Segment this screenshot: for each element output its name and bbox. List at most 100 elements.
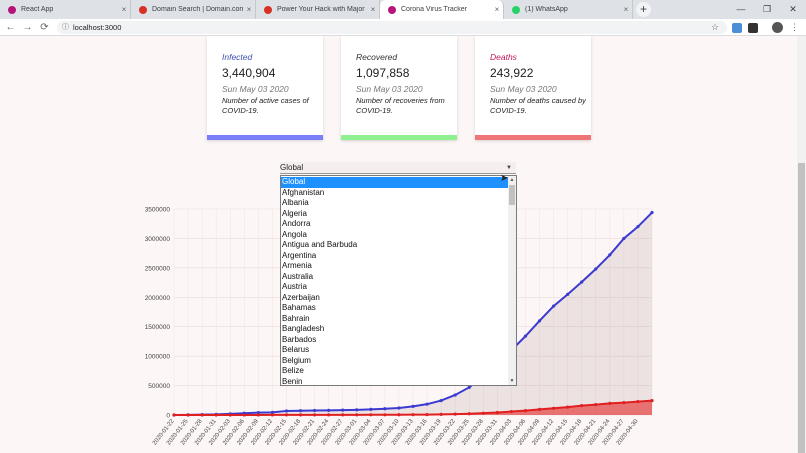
data-point: [327, 408, 331, 412]
minimize-button[interactable]: —: [736, 4, 746, 14]
series-area: [174, 400, 652, 415]
maximize-button[interactable]: ❐: [762, 4, 772, 14]
close-icon[interactable]: ×: [121, 5, 127, 14]
country-option[interactable]: Antigua and Barbuda: [282, 240, 358, 249]
data-point: [439, 398, 443, 403]
data-point: [383, 407, 387, 411]
page-scrollbar[interactable]: [797, 36, 806, 453]
country-option[interactable]: Angola: [282, 229, 307, 239]
data-point: [622, 400, 626, 405]
country-option[interactable]: Armenia: [282, 261, 312, 270]
card-accent-bar: [341, 135, 457, 140]
react-app-favicon-icon: [8, 5, 16, 14]
tab-label: Corona Virus Tracker: [401, 6, 468, 13]
dropdown-scroll-thumb[interactable]: [509, 185, 515, 205]
country-option[interactable]: Barbados: [282, 334, 317, 344]
data-point: [537, 407, 542, 411]
card-value: 1,097,858: [356, 66, 410, 80]
data-point: [172, 413, 176, 417]
card-title: Recovered: [356, 52, 398, 62]
country-option[interactable]: Azerbaijan: [282, 292, 320, 302]
data-point: [355, 413, 359, 417]
country-option[interactable]: Afghanistan: [282, 187, 325, 197]
country-option[interactable]: Albania: [282, 198, 309, 207]
back-button[interactable]: ←: [5, 22, 16, 33]
profile-avatar-icon[interactable]: [772, 22, 783, 33]
info-icon[interactable]: ⓘ: [62, 24, 69, 31]
page-scroll-thumb[interactable]: [798, 163, 805, 453]
tab-domain-search[interactable]: Domain Search | Domain.com ×: [131, 0, 256, 19]
data-point: [298, 409, 303, 413]
card-description: Number of recoveries from COVID-19.: [356, 96, 445, 115]
tab-whatsapp[interactable]: (1) WhatsApp ×: [504, 0, 633, 19]
extension-shield-icon[interactable]: [748, 23, 758, 33]
country-option[interactable]: Andorra: [282, 219, 311, 228]
country-option[interactable]: Argentina: [282, 250, 317, 260]
tab-power-your-hack[interactable]: Power Your Hack with Major Lea ×: [256, 0, 380, 19]
mouse-cursor-icon: ➤: [500, 173, 509, 184]
country-select[interactable]: Global ▼: [280, 162, 516, 174]
country-option[interactable]: Bangladesh: [282, 324, 325, 333]
data-point: [453, 412, 457, 416]
country-option[interactable]: Algeria: [282, 208, 307, 218]
close-icon[interactable]: ×: [494, 5, 500, 14]
y-tick-label: 3000000: [145, 236, 171, 243]
close-icon[interactable]: ×: [246, 5, 252, 14]
browser-menu-icon[interactable]: ⋮: [790, 22, 799, 32]
data-point: [439, 412, 443, 417]
scroll-up-icon[interactable]: ▲: [509, 177, 515, 183]
data-point: [537, 319, 542, 323]
country-option[interactable]: Belgium: [282, 355, 311, 365]
country-option[interactable]: Belize: [282, 366, 304, 375]
data-point: [650, 399, 654, 403]
tab-react-app[interactable]: React App ×: [0, 0, 131, 19]
country-option[interactable]: Australia: [282, 271, 314, 281]
country-option[interactable]: Bahrain: [282, 313, 310, 323]
data-point: [284, 409, 289, 413]
new-tab-button[interactable]: +: [636, 2, 651, 17]
country-option[interactable]: Benin: [282, 376, 303, 386]
tab-label: (1) WhatsApp: [525, 6, 568, 13]
data-point: [383, 413, 387, 417]
deaths-card: Deaths 243,922 Sun May 03 2020 Number of…: [475, 36, 591, 140]
tab-label: React App: [21, 6, 54, 13]
domain-favicon-icon: [139, 5, 147, 14]
extension-icon[interactable]: [732, 23, 742, 33]
tab-corona-virus-tracker[interactable]: Corona Virus Tracker ×: [380, 0, 504, 19]
country-option[interactable]: Austria: [282, 282, 307, 291]
country-select-value: Global: [280, 163, 304, 172]
address-bar[interactable]: ⓘ localhost:3000: [57, 21, 727, 34]
data-point: [608, 401, 612, 406]
data-point: [369, 413, 373, 417]
data-point: [467, 412, 471, 416]
window-close-button[interactable]: ✕: [789, 4, 797, 14]
data-point: [270, 413, 275, 417]
data-point: [425, 412, 429, 417]
data-point: [411, 413, 415, 417]
forward-button[interactable]: →: [22, 22, 33, 33]
data-point: [214, 413, 218, 417]
bookmark-star-icon[interactable]: ☆: [711, 22, 720, 32]
close-icon[interactable]: ×: [623, 5, 629, 14]
country-dropdown-list[interactable]: Benin Belize Belgium Belarus Barbados Banglad…: [280, 175, 517, 386]
data-point: [228, 413, 232, 417]
card-date: Sun May 03 2020: [222, 84, 289, 94]
close-icon[interactable]: ×: [370, 5, 376, 14]
y-tick-label: 500000: [148, 383, 170, 390]
data-point: [453, 393, 457, 397]
tab-bar: React App × Domain Search | Domain.com ×…: [0, 0, 806, 19]
data-point: [551, 304, 556, 308]
y-tick-label: 2000000: [145, 295, 171, 302]
country-option[interactable]: Global: [281, 177, 509, 188]
reload-button[interactable]: ⟳: [40, 22, 49, 33]
country-option[interactable]: Belarus: [282, 345, 310, 354]
scroll-down-icon[interactable]: ▼: [509, 378, 515, 384]
data-point: [566, 405, 570, 409]
dropdown-scrollbar[interactable]: ▲ ▼: [508, 176, 516, 385]
data-point: [397, 406, 401, 410]
data-point: [594, 402, 598, 407]
country-option[interactable]: Bahamas: [282, 303, 316, 312]
data-point: [509, 409, 514, 414]
card-date: Sun May 03 2020: [356, 84, 423, 94]
data-point: [256, 411, 260, 415]
